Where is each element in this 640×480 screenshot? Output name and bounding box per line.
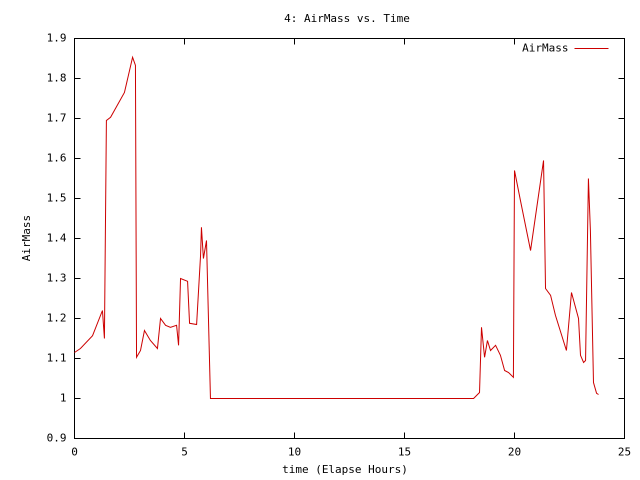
- y-tick-label: 1.1: [47, 352, 67, 365]
- y-axis-label: AirMass: [20, 215, 33, 261]
- x-tick-label: 25: [618, 446, 631, 459]
- x-axis-label: time (Elapse Hours): [282, 463, 408, 476]
- x-tick-label: 0: [71, 446, 78, 459]
- x-tick-label: 5: [181, 446, 188, 459]
- y-tick-label: 1.4: [47, 232, 67, 245]
- y-tick-label: 1.3: [47, 272, 67, 285]
- y-tick-label: 1.5: [47, 192, 67, 205]
- y-tick-label: 1.8: [47, 72, 67, 85]
- x-tick-label: 15: [398, 446, 411, 459]
- data-line: [74, 55, 599, 399]
- y-tick-label: 1.6: [47, 152, 67, 165]
- y-tick-label: 0.9: [47, 432, 67, 445]
- y-tick-label: 1: [60, 392, 67, 405]
- x-tick-label: 10: [288, 446, 301, 459]
- y-tick-label: 1.7: [47, 112, 67, 125]
- legend-label: AirMass: [522, 42, 568, 55]
- y-tick-label: 1.9: [47, 32, 67, 45]
- x-tick-label: 20: [508, 446, 521, 459]
- chart-title: 4: AirMass vs. Time: [284, 12, 410, 25]
- y-tick-label: 1.2: [47, 312, 67, 325]
